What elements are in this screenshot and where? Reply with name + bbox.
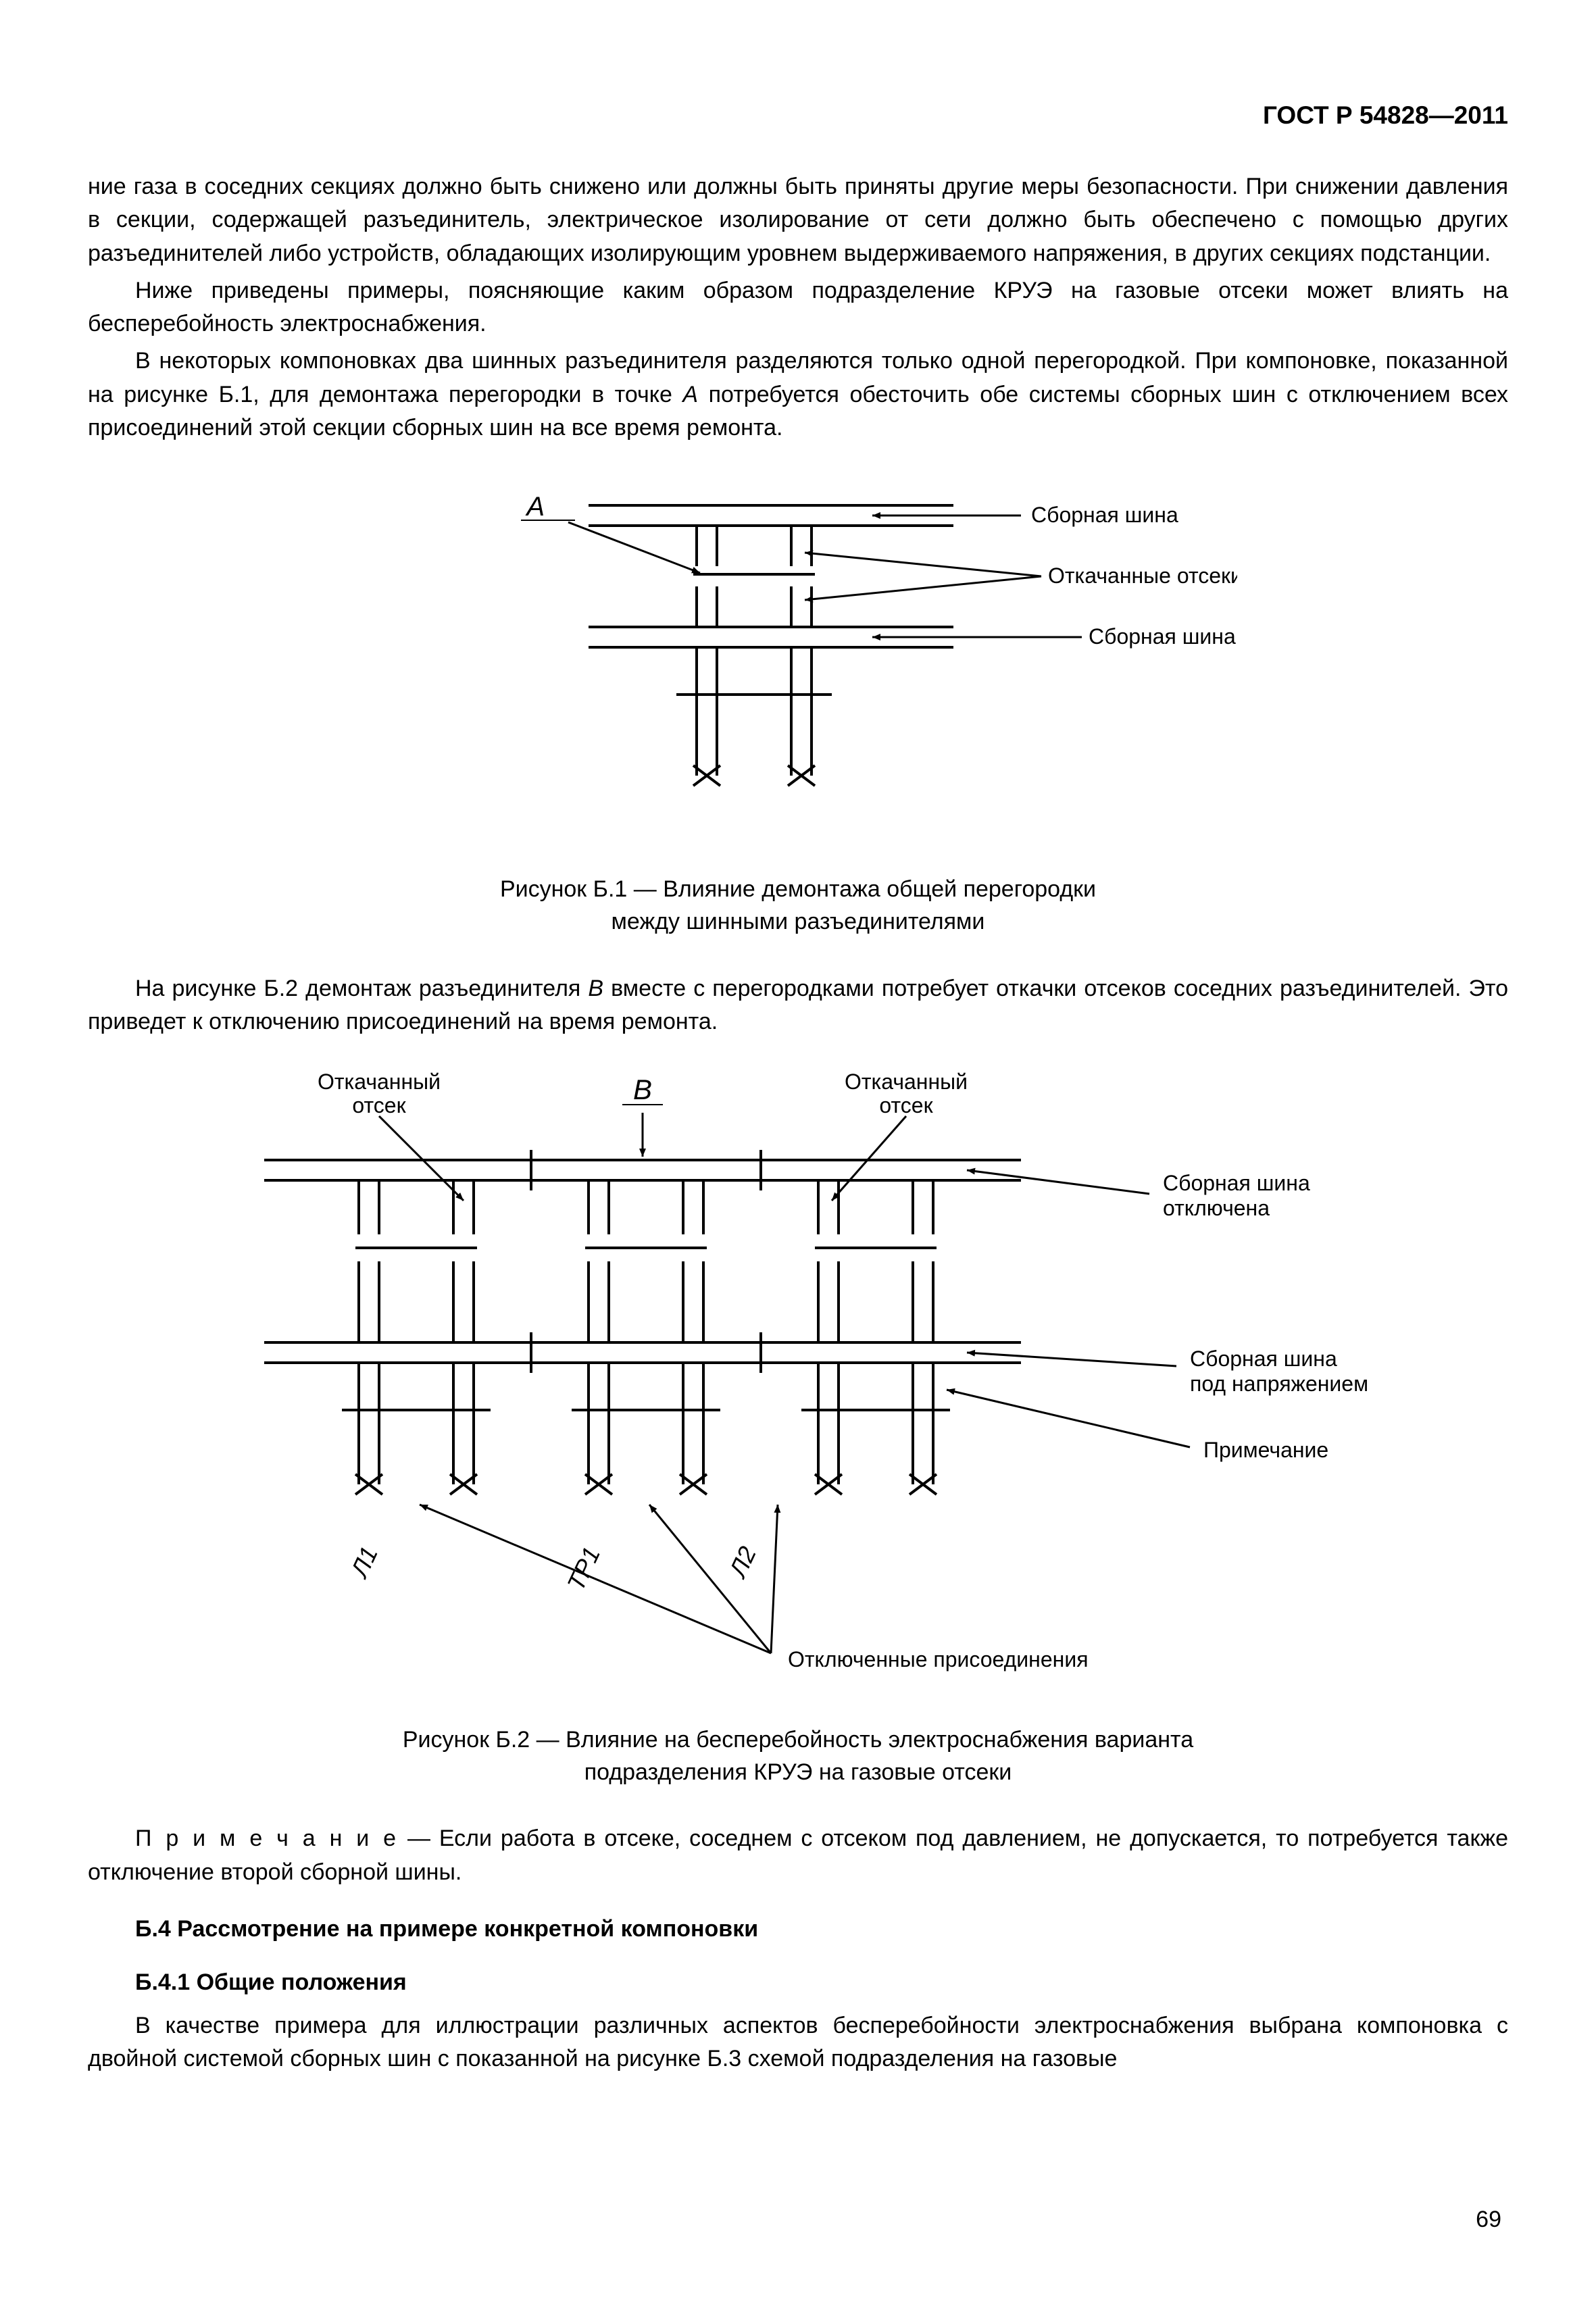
caption-line: Рисунок Б.2 — Влияние на бесперебойность… [403,1727,1193,1753]
variable-a: A [682,382,698,407]
label-drained-right-l2: отсек [879,1093,933,1117]
figure-b1-caption: Рисунок Б.1 — Влияние демонтажа общей пе… [88,874,1508,938]
figure-b2-caption: Рисунок Б.2 — Влияние на бесперебойность… [88,1724,1508,1788]
label-l1: Л1 [345,1542,383,1583]
section-b4-title: Б.4 Рассмотрение на примере конкретной к… [88,1916,1508,1942]
paragraph: Ниже приведены примеры, поясняющие каким… [88,274,1508,341]
label-drained-left-l2: отсек [352,1093,406,1117]
caption-line: Рисунок Б.1 — Влияние демонтажа общей пе… [500,876,1096,902]
label-disconnected-feeders: Отключенные присоединения [788,1647,1089,1671]
label-drained-compartments: Откачанные отсеки [1048,563,1237,588]
label-b: B [633,1074,652,1105]
figure-b2-svg: Откачанный отсек Откачанный отсек B Сбор… [156,1059,1440,1694]
label-busbar-on-l1: Сборная шина [1190,1347,1337,1371]
figure-b2: Откачанный отсек Откачанный отсек B Сбор… [88,1059,1508,1697]
label-busbar-off-l1: Сборная шина [1163,1171,1310,1195]
label-l2: Л2 [723,1542,762,1583]
paragraph: В некоторых компоновках два шинных разъе… [88,345,1508,445]
label-tp1: ТР1 [562,1542,605,1594]
variable-b: B [588,976,603,1001]
label-drained-right-l1: Откачанный [845,1070,968,1094]
caption-line: между шинными разъединителями [612,909,985,934]
page-container: ГОСТ Р 54828—2011 ние газа в соседних се… [0,0,1596,2314]
label-busbar-on-l2: под напряжением [1190,1372,1368,1396]
figure-b1-svg: A Сборная шина Откачанные отсеки Сборная… [359,465,1237,843]
paragraph: На рисунке Б.2 демонтаж разъединителя B … [88,972,1508,1039]
label-busbar-off: Сборная шина отключена [1089,624,1237,649]
note-prefix: П р и м е ч а н и е [135,1826,399,1851]
label-drained-left-l1: Откачанный [318,1070,441,1094]
label-busbar-off-l2: отключена [1163,1196,1270,1220]
document-header: ГОСТ Р 54828—2011 [88,101,1508,130]
caption-line: подразделения КРУЭ на газовые отсеки [584,1759,1012,1785]
paragraph: ние газа в соседних секциях должно быть … [88,170,1508,270]
paragraph: В качестве примера для иллюстрации разли… [88,2009,1508,2076]
page-number: 69 [1476,2207,1501,2233]
text-span: На рисунке Б.2 демонтаж разъединителя [135,976,588,1001]
figure-b1: A Сборная шина Откачанные отсеки Сборная… [88,465,1508,847]
section-b4-1-title: Б.4.1 Общие положения [88,1969,1508,1996]
note-paragraph: П р и м е ч а н и е — Если работа в отсе… [88,1822,1508,1889]
label-busbar: Сборная шина [1031,503,1178,527]
label-note: Примечание [1203,1438,1328,1462]
label-a: A [525,492,545,522]
